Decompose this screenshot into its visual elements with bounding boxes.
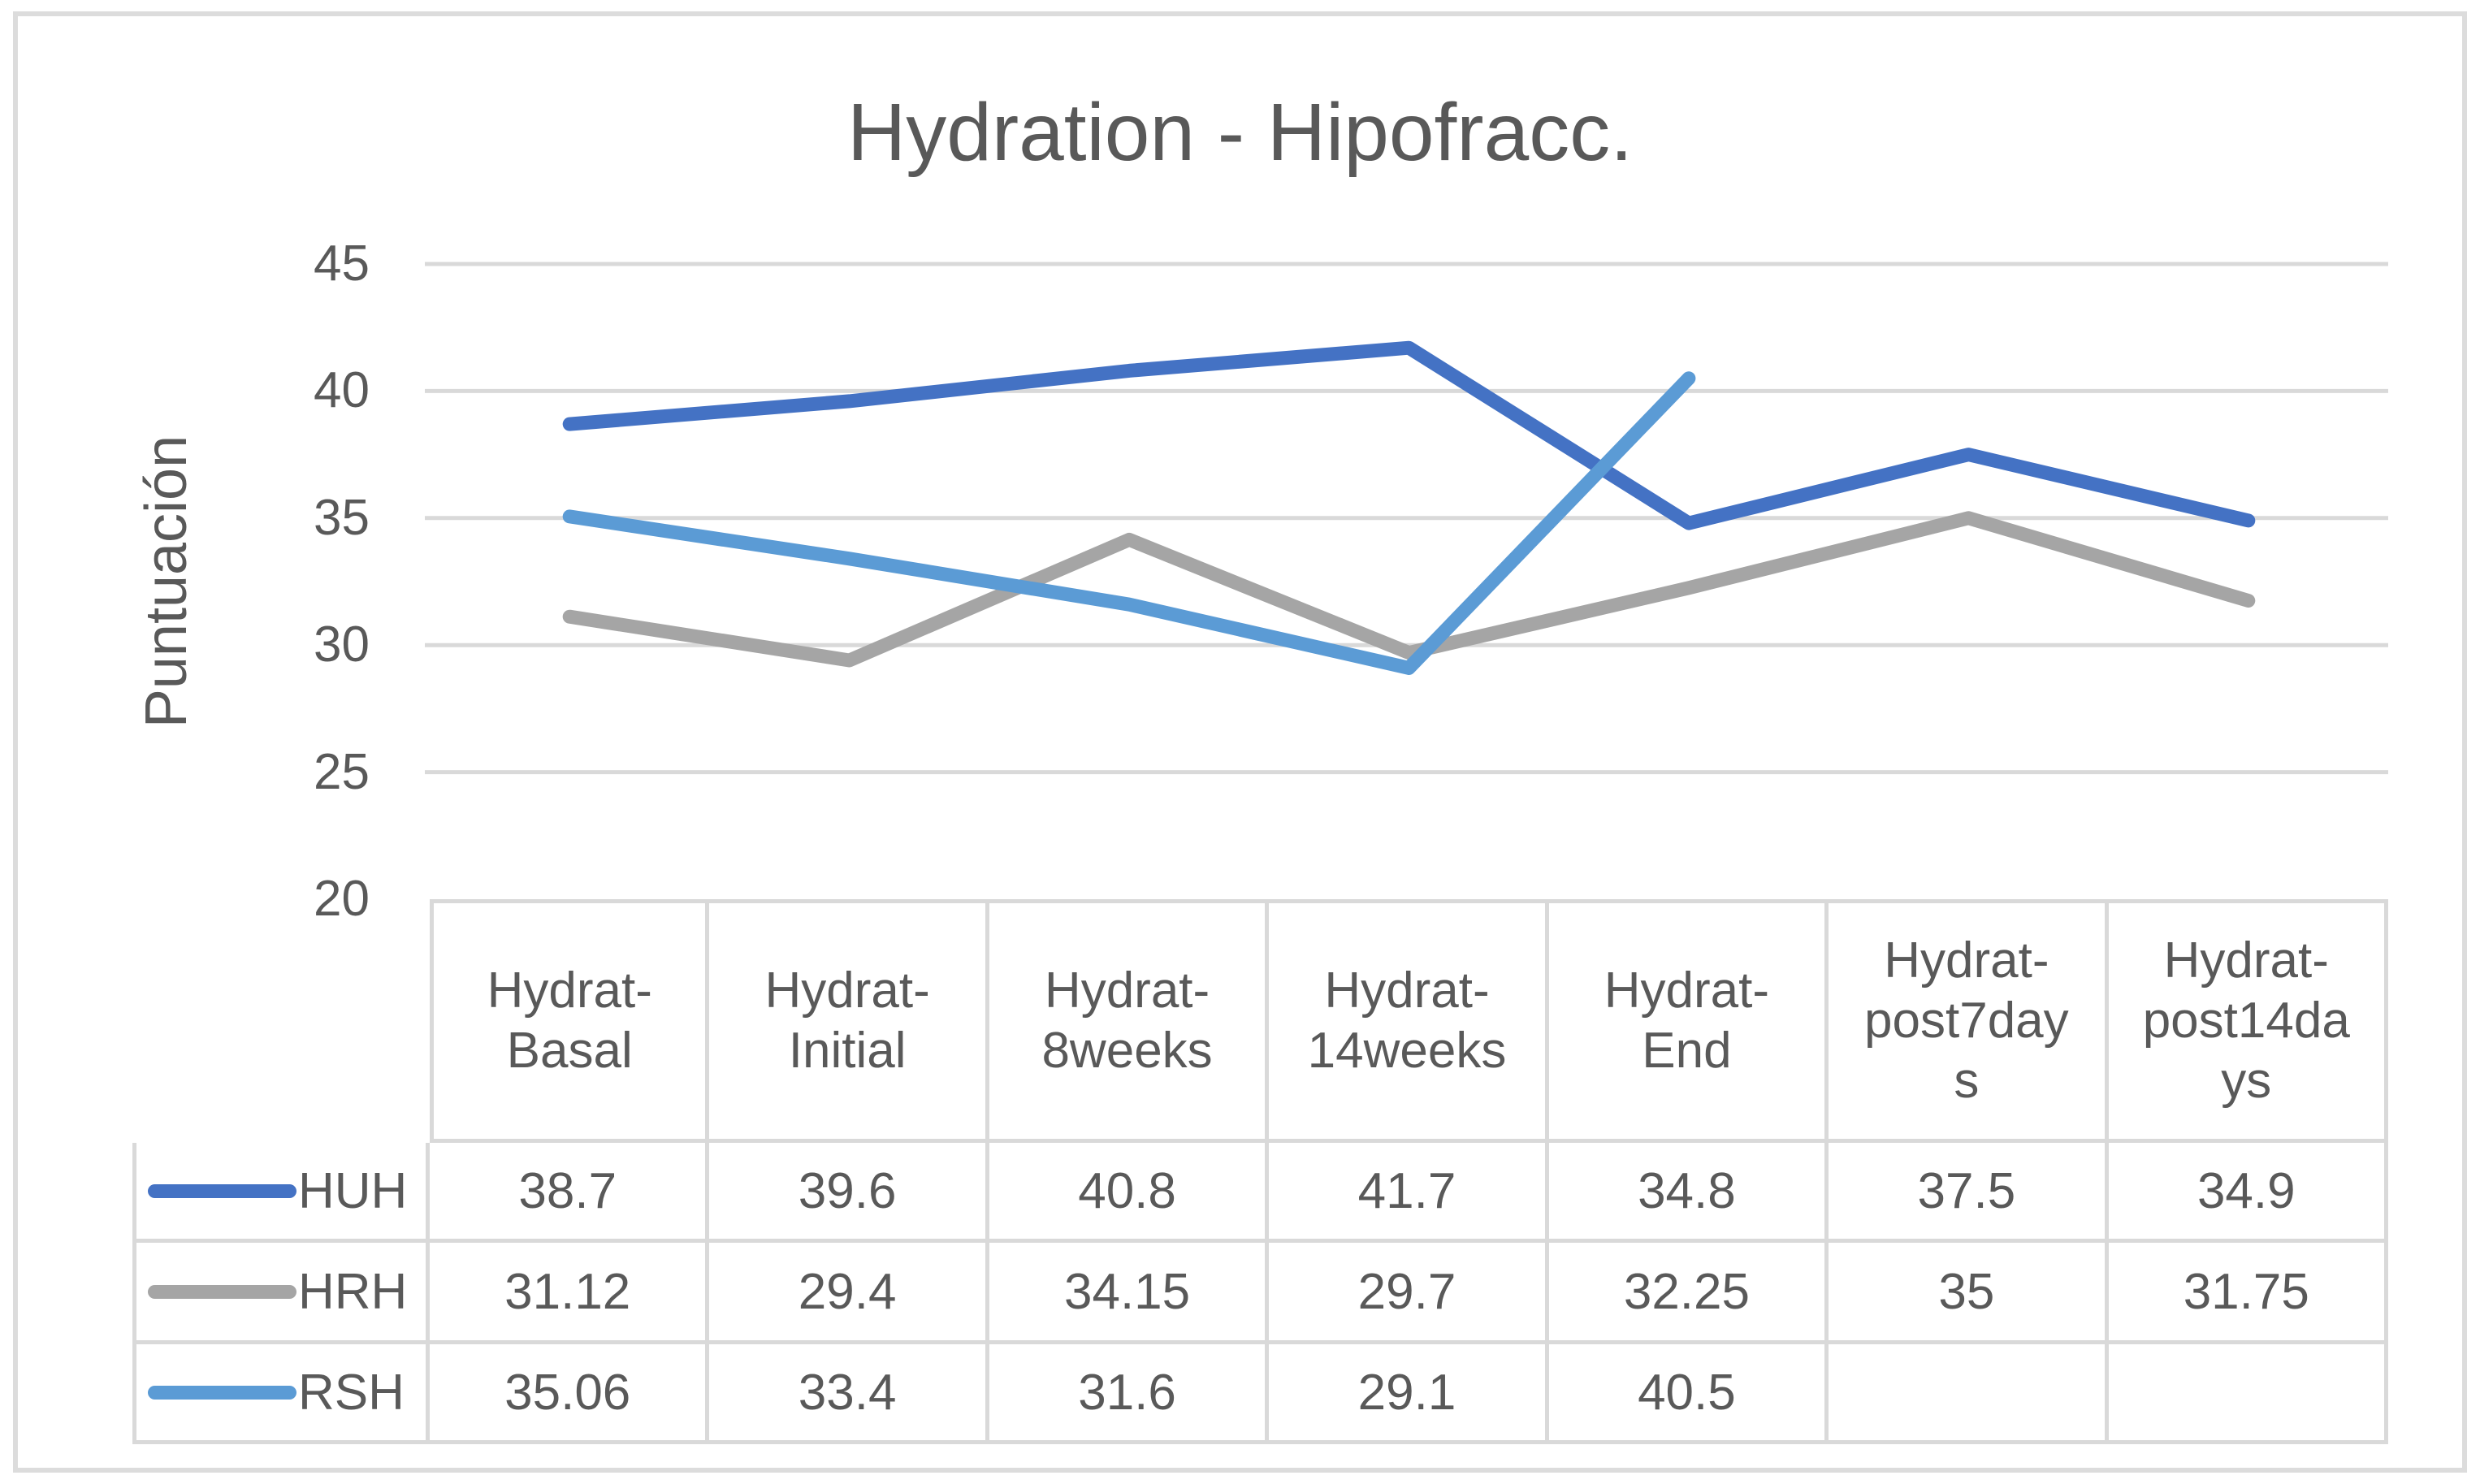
table-value-huh-initial: 39.6 [709, 1143, 989, 1243]
y-tick-30: 30 [314, 617, 370, 673]
table-value-hrh-initial: 29.4 [709, 1243, 989, 1344]
series-label-rsh: RSH [298, 1364, 405, 1421]
table-value-rsh-8weeks: 31.6 [989, 1344, 1270, 1444]
table-value-rsh-post14days [2108, 1344, 2388, 1444]
table-value-huh-8weeks: 40.8 [989, 1143, 1270, 1243]
column-header-8weeks: Hydrat- 8weeks [989, 899, 1270, 1143]
table-value-huh-basal: 38.7 [430, 1143, 710, 1243]
column-header-basal: Hydrat- Basal [430, 899, 710, 1143]
column-header-end: Hydrat- End [1548, 899, 1829, 1143]
chart-title: Hydration - Hipofracc. [847, 87, 1633, 178]
table-value-rsh-end: 40.5 [1548, 1344, 1829, 1444]
y-tick-45: 45 [314, 236, 370, 292]
table-value-huh-post14days: 34.9 [2108, 1143, 2388, 1243]
series-label-hrh: HRH [298, 1263, 408, 1320]
series-label-huh: HUH [298, 1162, 408, 1219]
rsh-series-key-icon [148, 1385, 296, 1400]
table-value-huh-post7days: 37.5 [1829, 1143, 2109, 1243]
legend-item-huh: HUH [132, 1143, 430, 1243]
data-table: Hydrat- Basal Hydrat- Initial Hydrat- 8w… [132, 899, 2388, 1444]
series-line-rsh [562, 371, 1696, 675]
table-value-rsh-initial: 33.4 [709, 1344, 989, 1444]
table-value-hrh-basal: 31.12 [430, 1243, 710, 1344]
y-tick-40: 40 [314, 362, 370, 418]
column-header-14weeks: Hydrat- 14weeks [1269, 899, 1549, 1143]
table-value-rsh-post7days [1829, 1344, 2109, 1444]
table-value-hrh-end: 32.25 [1548, 1243, 1829, 1344]
y-tick-25: 25 [314, 744, 370, 800]
series-line-hrh [562, 511, 2256, 668]
table-value-hrh-post14days: 31.75 [2108, 1243, 2388, 1344]
legend-item-rsh: RSH [132, 1344, 430, 1444]
y-tick-35: 35 [314, 490, 370, 546]
table-value-hrh-8weeks: 34.15 [989, 1243, 1270, 1344]
table-value-rsh-14weeks: 29.1 [1269, 1344, 1549, 1444]
hrh-series-key-icon [148, 1284, 296, 1299]
huh-series-key-icon [148, 1183, 296, 1198]
y-tick-20: 20 [314, 871, 370, 927]
table-value-huh-14weeks: 41.7 [1269, 1143, 1549, 1243]
column-header-post7days: Hydrat- post7day s [1829, 899, 2109, 1143]
table-corner-cell [132, 899, 430, 1143]
series-line-huh [562, 340, 2256, 530]
legend-item-hrh: HRH [132, 1243, 430, 1344]
column-header-initial: Hydrat- Initial [709, 899, 989, 1143]
table-value-huh-end: 34.8 [1548, 1143, 1829, 1243]
column-header-post14days: Hydrat- post14da ys [2108, 899, 2388, 1143]
table-value-hrh-14weeks: 29.7 [1269, 1243, 1549, 1344]
table-value-rsh-basal: 35.06 [430, 1344, 710, 1444]
table-value-hrh-post7days: 35 [1829, 1243, 2109, 1344]
